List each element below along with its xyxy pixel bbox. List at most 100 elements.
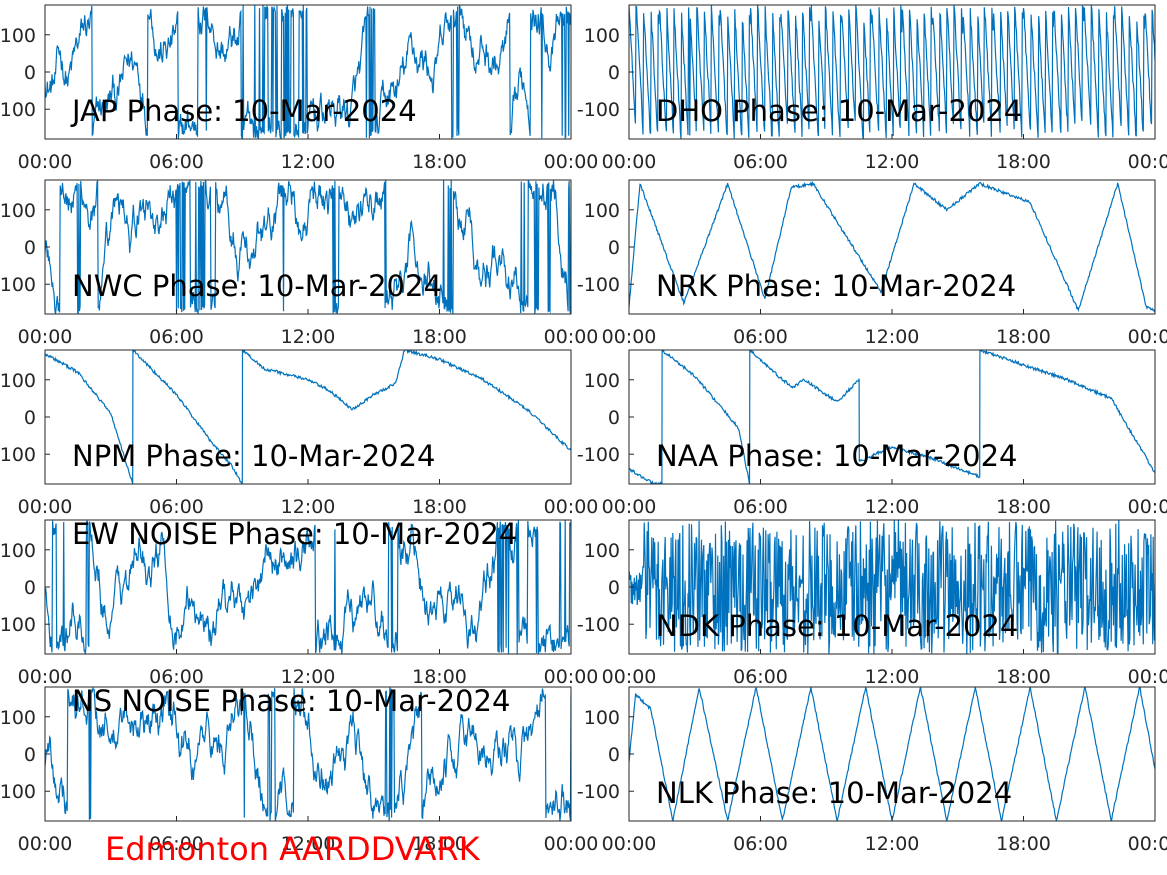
series-line xyxy=(45,180,571,314)
x-tick-label: 18:00 xyxy=(412,496,467,518)
y-tick-label: -100 xyxy=(577,614,620,636)
x-tick-label: 00:00 xyxy=(1128,151,1167,173)
x-tick-label: 00:00 xyxy=(1128,496,1167,518)
x-tick-label: 00:00 xyxy=(18,833,73,855)
y-tick-label: 100 xyxy=(0,25,36,47)
y-tick-label: 100 xyxy=(584,540,620,562)
panels: 100 0 -100 00:00 06:00 12:00 18:00 00:00 JAP Pha… xyxy=(0,4,1167,855)
x-tick-label: 00:00 xyxy=(18,666,73,688)
x-tick-label: 12:00 xyxy=(281,496,336,518)
x-tick-label: 06:00 xyxy=(733,496,788,518)
panel-title: DHO Phase: 10-Mar-2024 xyxy=(656,94,1022,128)
x-tick-label: 00:00 xyxy=(602,326,657,348)
y-tick-label: -100 xyxy=(577,781,620,803)
x-tick-label: 12:00 xyxy=(865,326,920,348)
x-tick-label: 00:00 xyxy=(544,666,599,688)
x-tick-label: 18:00 xyxy=(996,496,1051,518)
chart-panel: 100 0 -100 00:00 06:00 12:00 18:00 00:00 DHO Pha… xyxy=(577,4,1167,173)
x-tick-label: 12:00 xyxy=(865,496,920,518)
chart-panel: 100 0 -100 00:00 06:00 12:00 18:00 00:00 NPM Pha… xyxy=(0,349,598,518)
x-tick-label: 06:00 xyxy=(149,151,204,173)
x-tick-label: 12:00 xyxy=(281,326,336,348)
chart-panel: 100 0 -100 00:00 06:00 12:00 18:00 00:00 NAA Pha… xyxy=(577,349,1167,518)
y-tick-label: 100 xyxy=(0,370,36,392)
x-tick-label: 06:00 xyxy=(149,496,204,518)
y-tick-label: 0 xyxy=(608,237,620,259)
series-line xyxy=(45,687,571,821)
chart-panel: 100 0 -100 00:00 06:00 12:00 18:00 00:00 JAP Pha… xyxy=(0,4,599,173)
x-tick-label: 12:00 xyxy=(281,833,336,855)
x-tick-label: 00:00 xyxy=(1128,833,1167,855)
y-tick-label: 0 xyxy=(608,744,620,766)
panel-title: JAP Phase: 10-Mar-2024 xyxy=(70,94,417,128)
y-tick-label: 0 xyxy=(608,577,620,599)
figure-label: Edmonton AARDDVARK xyxy=(105,830,481,868)
x-tick-label: 06:00 xyxy=(733,326,788,348)
y-tick-label: 100 xyxy=(0,707,36,729)
y-tick-label: 100 xyxy=(584,707,620,729)
x-tick-label: 18:00 xyxy=(412,151,467,173)
y-tick-label: 100 xyxy=(0,540,36,562)
series-line xyxy=(45,5,571,139)
y-tick-label: 0 xyxy=(24,577,36,599)
y-tick-label: 100 xyxy=(584,25,620,47)
x-tick-label: 06:00 xyxy=(733,666,788,688)
y-tick-label: -100 xyxy=(0,614,36,636)
y-tick-label: 0 xyxy=(608,407,620,429)
chart-panel: 100 0 -100 00:00 06:00 12:00 18:00 00:00 NRK Pha… xyxy=(577,179,1167,348)
x-tick-label: 00:00 xyxy=(544,833,599,855)
panel-title: NLK Phase: 10-Mar-2024 xyxy=(656,776,1012,810)
x-tick-label: 00:00 xyxy=(1128,666,1167,688)
x-tick-label: 06:00 xyxy=(149,326,204,348)
y-tick-label: 0 xyxy=(24,744,36,766)
panel-title: NWC Phase: 10-Mar-2024 xyxy=(72,269,442,303)
y-tick-label: -100 xyxy=(0,781,36,803)
x-tick-label: 00:00 xyxy=(602,496,657,518)
y-tick-label: -100 xyxy=(577,99,620,121)
y-tick-label: -100 xyxy=(0,274,36,296)
panel-title: NAA Phase: 10-Mar-2024 xyxy=(656,439,1017,473)
x-tick-label: 00:00 xyxy=(602,833,657,855)
series-line xyxy=(629,180,1155,313)
y-tick-label: 100 xyxy=(584,370,620,392)
panel-title: EW NOISE Phase: 10-Mar-2024 xyxy=(72,517,517,551)
panel-title: NDK Phase: 10-Mar-2024 xyxy=(656,609,1018,643)
x-tick-label: 00:00 xyxy=(18,151,73,173)
chart-panel: 100 0 -100 00:00 06:00 12:00 18:00 00:00 NDK Pha… xyxy=(577,519,1167,688)
x-tick-label: 12:00 xyxy=(281,151,336,173)
x-tick-label: 00:00 xyxy=(544,326,599,348)
chart-panel: 100 0 -100 00:00 06:00 12:00 18:00 00:00 NS NOIS… xyxy=(0,684,598,855)
x-tick-label: 06:00 xyxy=(733,151,788,173)
y-tick-label: 0 xyxy=(24,407,36,429)
x-tick-label: 00:00 xyxy=(544,496,599,518)
x-tick-label: 18:00 xyxy=(412,666,467,688)
panel-title: NS NOISE Phase: 10-Mar-2024 xyxy=(72,684,510,718)
x-tick-label: 12:00 xyxy=(865,151,920,173)
x-tick-label: 00:00 xyxy=(18,326,73,348)
x-tick-label: 06:00 xyxy=(149,833,204,855)
x-tick-label: 00:00 xyxy=(544,151,599,173)
x-tick-label: 12:00 xyxy=(281,666,336,688)
x-tick-label: 00:00 xyxy=(602,666,657,688)
x-tick-label: 18:00 xyxy=(412,326,467,348)
x-tick-label: 18:00 xyxy=(996,151,1051,173)
chart-panel: 100 0 -100 00:00 06:00 12:00 18:00 00:00 NLK Pha… xyxy=(577,686,1167,855)
panel-title: NRK Phase: 10-Mar-2024 xyxy=(656,269,1016,303)
y-tick-label: 0 xyxy=(24,62,36,84)
x-tick-label: 06:00 xyxy=(149,666,204,688)
x-tick-label: 18:00 xyxy=(996,833,1051,855)
x-tick-label: 18:00 xyxy=(996,326,1051,348)
series-line xyxy=(629,350,1155,484)
y-tick-label: -100 xyxy=(0,444,36,466)
chart-panel: 100 0 -100 00:00 06:00 12:00 18:00 00:00 EW NOIS… xyxy=(0,517,598,688)
y-tick-label: 0 xyxy=(24,237,36,259)
x-tick-label: 06:00 xyxy=(733,833,788,855)
series-line xyxy=(629,5,1155,139)
x-tick-label: 18:00 xyxy=(412,833,467,855)
series-line xyxy=(45,520,571,654)
y-tick-label: -100 xyxy=(0,99,36,121)
y-tick-label: -100 xyxy=(577,274,620,296)
panel-title: NPM Phase: 10-Mar-2024 xyxy=(72,439,436,473)
x-tick-label: 00:00 xyxy=(602,151,657,173)
